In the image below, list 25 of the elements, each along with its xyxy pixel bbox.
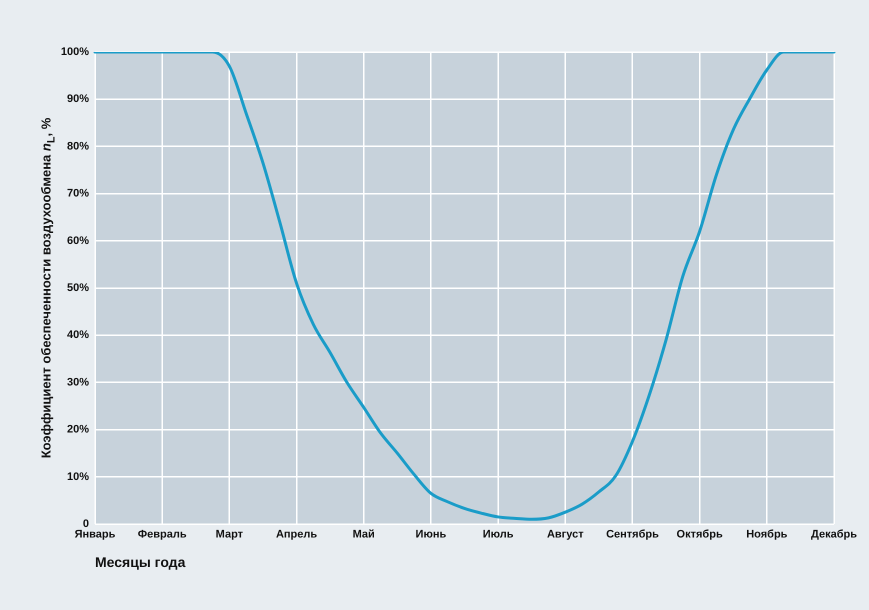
y-tick-label: 0 <box>82 518 89 530</box>
y-tick-label: 80% <box>66 140 90 152</box>
x-tick-label: Февраль <box>138 528 187 541</box>
y-tick-label: 60% <box>66 234 90 247</box>
y-tick-label: 20% <box>66 424 90 436</box>
x-tick-label: Март <box>216 528 244 541</box>
y-tick-label: 40% <box>66 329 90 342</box>
x-tick-label: Ноябрь <box>746 528 788 541</box>
x-tick-label: Октябрь <box>676 528 723 541</box>
y-tick-label: 50% <box>66 282 90 294</box>
y-tick-label: 30% <box>66 376 90 388</box>
x-tick-label: Август <box>546 528 584 541</box>
y-tick-label: 10% <box>66 470 90 483</box>
x-tick-label: Сентябрь <box>606 528 660 541</box>
line-series <box>94 52 836 521</box>
x-axis-title: Месяцы года <box>95 554 186 570</box>
y-tick-label: 100% <box>60 46 90 58</box>
x-tick-label: Май <box>352 528 375 541</box>
y-tick-label: 90% <box>66 93 90 106</box>
y-tick-label: 70% <box>66 188 90 200</box>
x-tick-label: Апрель <box>276 528 318 541</box>
x-tick-label: Июль <box>482 528 514 541</box>
x-tick-label: Декабрь <box>811 528 858 541</box>
x-tick-label: Июнь <box>416 528 446 541</box>
x-tick-label: Январь <box>74 528 116 541</box>
